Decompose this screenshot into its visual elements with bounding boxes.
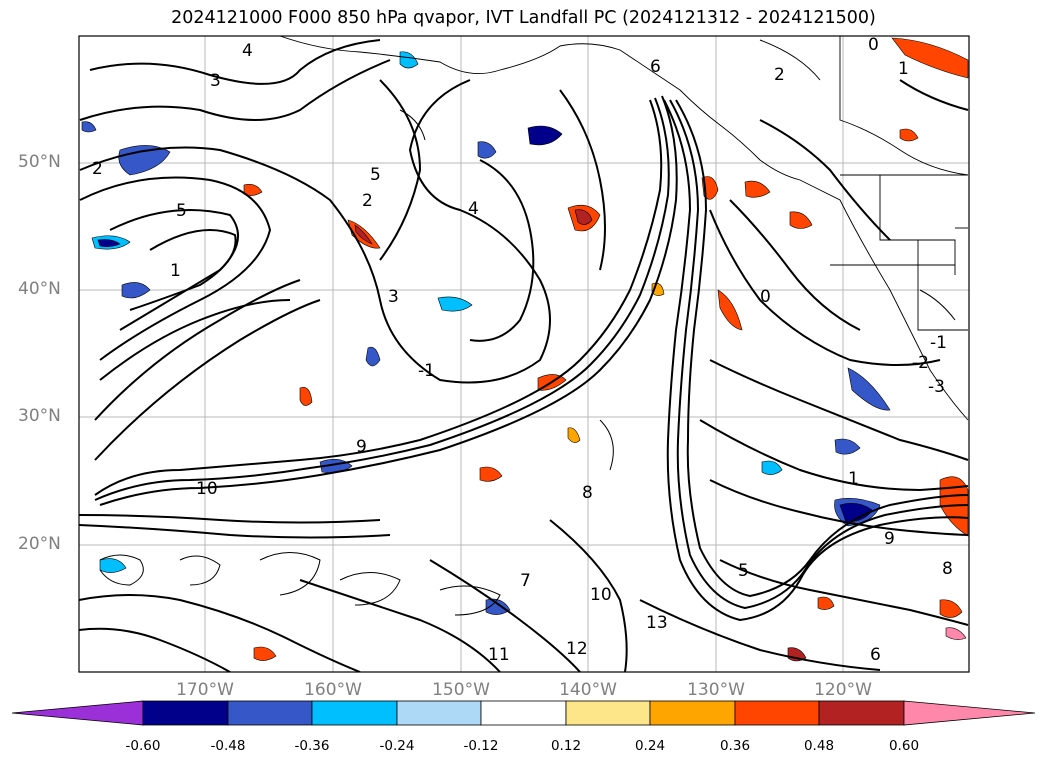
colorbar-segment xyxy=(734,700,820,726)
contour-label: 1 xyxy=(848,469,859,489)
contour-label: 11 xyxy=(488,645,510,665)
contour-label: 8 xyxy=(942,559,953,579)
colorbar-tick: 0.60 xyxy=(888,738,920,754)
contour-label: 7 xyxy=(520,571,531,591)
contour-label: 10 xyxy=(196,479,218,499)
contour-label: -1 xyxy=(930,333,947,353)
lon-label-170w: 170°W xyxy=(176,680,234,700)
contour-label: 13 xyxy=(646,613,668,633)
colorbar-tick: -0.24 xyxy=(379,738,415,754)
contour-label: 0 xyxy=(868,35,879,55)
map-plot: 3 4 5 6 2 1 5 4 3 2 1 0 -1 9 10 11 12 13… xyxy=(78,35,970,673)
contour-label: 10 xyxy=(590,585,612,605)
contour-label: 4 xyxy=(468,199,479,219)
contour-label: 6 xyxy=(870,645,881,665)
colorbar-segment xyxy=(396,700,482,726)
contour-label: 5 xyxy=(176,201,187,221)
contour-label: 3 xyxy=(210,71,221,91)
colorbar-tick: -0.12 xyxy=(463,738,499,754)
colorbar-tick: -0.48 xyxy=(210,738,246,754)
lat-label-30n: 30°N xyxy=(18,406,61,426)
contour-label: 8 xyxy=(582,483,593,503)
contour-label: 6 xyxy=(650,57,661,77)
colorbar-tick: -0.36 xyxy=(294,738,330,754)
contour-label: 9 xyxy=(884,529,895,549)
colorbar-tick: -0.60 xyxy=(125,738,161,754)
colorbar-segment xyxy=(142,700,229,726)
colorbar-segment xyxy=(565,700,651,726)
contour-label: 1 xyxy=(898,59,909,79)
contour-label: -1 xyxy=(418,361,435,381)
contour-label: 2 xyxy=(774,65,785,85)
contour-label-group: 3 4 5 6 2 1 5 4 3 2 1 0 -1 9 10 11 12 13… xyxy=(92,35,953,665)
map-background xyxy=(79,36,969,672)
colorbar-segment xyxy=(818,700,905,726)
contour-label: 5 xyxy=(738,561,749,581)
lon-label-140w: 140°W xyxy=(559,680,617,700)
contour-label: -2 xyxy=(912,353,929,373)
contour-label: 1 xyxy=(170,261,181,281)
contour-label: 5 xyxy=(370,165,381,185)
contour-label: 4 xyxy=(242,41,253,61)
colorbar-tick: 0.36 xyxy=(719,738,751,754)
colorbar-tick: 0.12 xyxy=(550,738,582,754)
contour-label: 0 xyxy=(760,287,771,307)
map-title: 2024121000 F000 850 hPa qvapor, IVT Land… xyxy=(171,8,876,28)
colorbar-segment xyxy=(480,700,567,726)
contour-label: 12 xyxy=(566,639,588,659)
contour-label: 2 xyxy=(92,159,103,179)
contour-label: -3 xyxy=(928,377,945,397)
colorbar-segment xyxy=(227,700,313,726)
qvapor-fill-patches xyxy=(81,37,969,662)
lon-label-160w: 160°W xyxy=(304,680,362,700)
lon-label-150w: 150°W xyxy=(432,680,490,700)
colorbar-tick: 0.48 xyxy=(803,738,835,754)
colorbar-segment xyxy=(903,700,1036,726)
lat-label-20n: 20°N xyxy=(18,534,61,554)
contour-label: 2 xyxy=(362,191,373,211)
colorbar-tick: 0.24 xyxy=(634,738,666,754)
contour-label: 3 xyxy=(388,287,399,307)
lat-label-50n: 50°N xyxy=(18,152,61,172)
colorbar xyxy=(11,700,1036,726)
coastlines xyxy=(279,36,969,421)
lat-label-40n: 40°N xyxy=(18,279,61,299)
contour-lines xyxy=(79,39,969,672)
minor-contours xyxy=(99,39,956,616)
map-frame xyxy=(78,35,970,673)
colorbar-segment xyxy=(11,700,144,726)
contour-label: 9 xyxy=(356,437,367,457)
lon-label-120w: 120°W xyxy=(814,680,872,700)
graticule xyxy=(79,36,969,672)
lon-label-130w: 130°W xyxy=(687,680,745,700)
colorbar-segment xyxy=(649,700,736,726)
colorbar-segment xyxy=(311,700,398,726)
